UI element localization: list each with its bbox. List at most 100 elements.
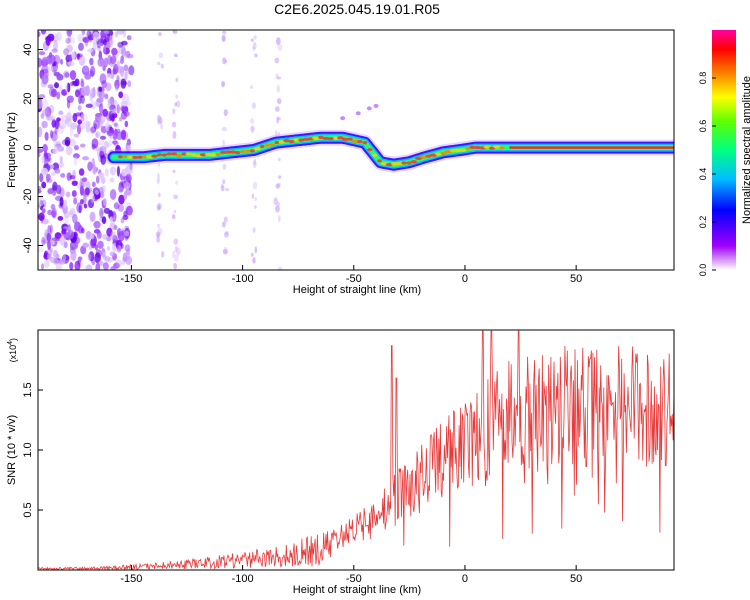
heatmap-speckle xyxy=(59,196,64,207)
heatmap-speckle xyxy=(38,246,44,253)
heatmap-speckle xyxy=(54,127,58,135)
heatmap-speckle xyxy=(222,163,227,170)
heatmap-speckle xyxy=(98,91,106,99)
heatmap-y-tick-label: 0 xyxy=(22,144,34,150)
heatmap-speckle xyxy=(66,100,71,109)
heatmap-speckle xyxy=(41,208,46,214)
heatmap-speckle xyxy=(109,216,116,221)
snr-y-tick-label: 1.0 xyxy=(22,442,34,457)
heatmap-speckle xyxy=(45,35,51,47)
heatmap-speckle xyxy=(250,38,254,42)
heatmap-speckle xyxy=(126,35,132,41)
heatmap-y-tick-label: -40 xyxy=(22,238,34,254)
heatmap-speckle xyxy=(88,31,93,43)
heatmap-x-tick-label: 50 xyxy=(570,273,582,285)
heatmap-speckle xyxy=(69,138,76,147)
heatmap-speckle xyxy=(97,240,104,249)
figure-title: C2E6.2025.045.19.01.R05 xyxy=(274,1,440,17)
heatmap-speckle xyxy=(73,145,79,151)
heatmap-speckle xyxy=(54,232,62,239)
heatmap-speckle xyxy=(102,198,107,207)
heatmap-speckle xyxy=(56,184,62,195)
heatmap-ridge-core xyxy=(156,153,162,157)
heatmap-speckle xyxy=(69,261,74,270)
heatmap-speckle xyxy=(73,197,78,205)
heatmap-speckle xyxy=(90,88,95,99)
heatmap-speckle xyxy=(91,181,96,188)
heatmap-speckle xyxy=(94,252,101,264)
heatmap-blob xyxy=(366,106,372,111)
heatmap-speckle xyxy=(43,149,48,160)
heatmap-speckle xyxy=(156,223,161,229)
heatmap-ridge-core xyxy=(185,152,192,156)
heatmap-speckle xyxy=(119,58,125,65)
heatmap-ridge-core xyxy=(312,136,320,140)
heatmap-speckle xyxy=(63,255,67,261)
heatmap-speckle xyxy=(103,45,107,55)
heatmap-speckle xyxy=(66,172,72,181)
heatmap-speckle xyxy=(109,166,117,176)
heatmap-ridge-core xyxy=(274,140,280,145)
heatmap-ridge-core xyxy=(435,152,442,156)
heatmap-speckle xyxy=(81,30,86,36)
heatmap-speckle xyxy=(61,228,67,235)
heatmap-speckle xyxy=(72,169,76,181)
heatmap-speckle xyxy=(251,193,255,199)
heatmap-y-tick-label: -20 xyxy=(22,189,34,205)
heatmap-speckle xyxy=(128,65,135,76)
heatmap-ridge-core xyxy=(278,140,285,144)
heatmap-speckle xyxy=(71,51,76,60)
heatmap-ridge-core xyxy=(372,153,378,157)
heatmap-ridge-core xyxy=(181,152,187,156)
heatmap-speckle xyxy=(97,57,105,67)
heatmap-ridge-core xyxy=(351,139,360,143)
heatmap-speckle xyxy=(63,233,69,239)
heatmap-speckle xyxy=(124,71,128,81)
heatmap-speckle xyxy=(157,163,161,167)
heatmap-speckle xyxy=(87,161,93,172)
heatmap-speckle xyxy=(273,197,278,206)
heatmap-speckle xyxy=(64,72,70,78)
heatmap-speckle xyxy=(223,216,228,223)
heatmap-ridge-core xyxy=(122,154,128,159)
heatmap-speckle xyxy=(97,86,102,93)
heatmap-ridge-core xyxy=(204,152,212,157)
heatmap-speckle xyxy=(100,210,104,215)
heatmap-speckle xyxy=(61,89,68,96)
heatmap-speckle xyxy=(109,216,113,223)
heatmap-speckle xyxy=(174,53,178,58)
heatmap-speckle xyxy=(123,230,130,237)
heatmap-speckle xyxy=(174,254,179,262)
heatmap-ridge-core xyxy=(191,153,197,157)
heatmap-speckle xyxy=(41,167,49,176)
heatmap-speckle xyxy=(277,44,283,51)
heatmap-speckle xyxy=(72,80,79,87)
heatmap-speckle xyxy=(99,135,107,140)
heatmap-speckle xyxy=(39,173,44,183)
heatmap-speckle xyxy=(125,250,130,261)
heatmap-speckle xyxy=(81,188,87,196)
heatmap-speckle xyxy=(67,32,71,43)
heatmap-speckle xyxy=(89,211,96,222)
heatmap-speckle xyxy=(101,80,108,89)
heatmap-speckle xyxy=(221,126,227,132)
heatmap-speckle xyxy=(79,185,84,196)
heatmap-y-label: Frequency (Hz) xyxy=(6,112,18,188)
heatmap-speckle xyxy=(175,180,178,185)
heatmap-speckle xyxy=(113,202,120,210)
colorbar: 0.0 0.2 0.4 0.6 0.8 Normalized spectral ampl… xyxy=(698,30,750,276)
heatmap-speckle xyxy=(89,65,96,77)
heatmap-speckle xyxy=(156,178,160,185)
heatmap-speckle xyxy=(46,248,53,256)
heatmap-speckle xyxy=(46,115,54,121)
heatmap-speckle xyxy=(158,192,161,198)
heatmap-ridge-core xyxy=(240,149,245,154)
heatmap-speckle xyxy=(66,145,73,156)
heatmap-speckle xyxy=(41,74,49,85)
heatmap-speckle xyxy=(82,156,89,161)
heatmap-speckle xyxy=(56,140,61,146)
heatmap-speckle xyxy=(103,255,107,262)
heatmap-speckle xyxy=(253,158,257,166)
heatmap-speckle xyxy=(84,38,89,47)
heatmap-speckle xyxy=(121,46,127,57)
